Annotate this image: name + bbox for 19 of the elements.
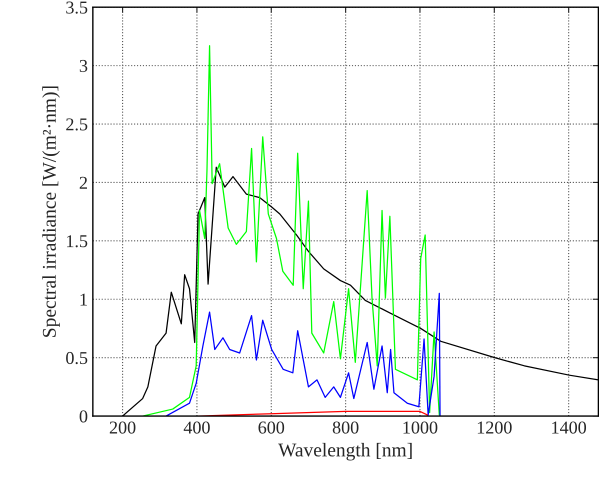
y-tick-label: 0.5: [66, 352, 88, 364]
y-axis-title: Spectral irradiance [W/(m²·nm)]: [42, 86, 60, 337]
x-tick-label: 1000: [404, 421, 438, 434]
y-tick-label: 2.5: [66, 118, 88, 131]
y-tick-label: 3.5: [66, 2, 88, 14]
y-tick-label: 0: [80, 410, 88, 423]
line-series: [165, 292, 441, 416]
line-series: [142, 45, 440, 416]
x-tick-label: 600: [258, 421, 284, 434]
x-tick-label: 1400: [552, 421, 586, 434]
y-tick-label: 3: [80, 60, 88, 72]
x-axis-title: Wavelength [nm]: [278, 442, 412, 461]
x-tick-label: 200: [110, 421, 136, 434]
x-tick-label: 800: [332, 421, 358, 434]
x-tick-label: 1200: [478, 421, 512, 434]
y-tick-label: 1: [80, 294, 87, 306]
y-tick-label: 1.5: [67, 235, 88, 248]
x-tick-label: 400: [184, 421, 210, 434]
y-tick-label: 2: [80, 176, 87, 189]
